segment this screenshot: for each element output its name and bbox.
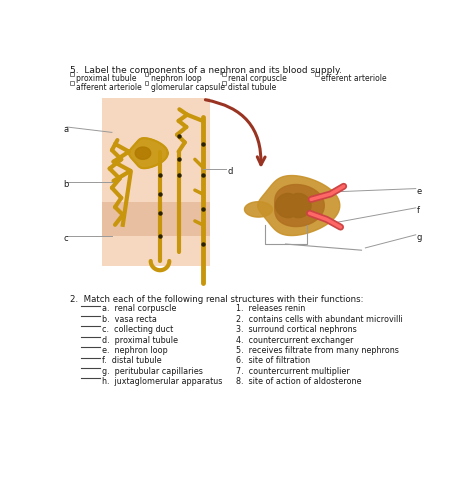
Text: g.  peritubular capillaries: g. peritubular capillaries xyxy=(102,366,203,375)
Polygon shape xyxy=(135,148,151,160)
Text: 2.  Match each of the following renal structures with their functions:: 2. Match each of the following renal str… xyxy=(70,295,364,304)
Text: proximal tubule: proximal tubule xyxy=(76,74,137,83)
Text: f: f xyxy=(417,205,419,214)
Text: 3.  surround cortical nephrons: 3. surround cortical nephrons xyxy=(236,325,357,334)
Text: e: e xyxy=(417,186,422,195)
Text: c: c xyxy=(63,234,68,243)
Text: 4.  countercurrent exchanger: 4. countercurrent exchanger xyxy=(236,335,354,344)
Text: nephron loop: nephron loop xyxy=(151,74,201,83)
Text: h.  juxtaglomerular apparatus: h. juxtaglomerular apparatus xyxy=(102,376,222,385)
Bar xyxy=(145,82,148,86)
Polygon shape xyxy=(245,202,273,217)
Bar xyxy=(145,73,148,77)
Bar xyxy=(222,73,226,77)
Text: distal tubule: distal tubule xyxy=(228,82,276,91)
FancyArrowPatch shape xyxy=(205,101,265,165)
Text: 5.  Label the components of a nephron and its blood supply.: 5. Label the components of a nephron and… xyxy=(70,66,342,75)
Bar xyxy=(222,82,226,86)
Text: 7.  countercurrent multiplier: 7. countercurrent multiplier xyxy=(236,366,350,375)
Text: g: g xyxy=(417,232,422,241)
Text: 1.  releases renin: 1. releases renin xyxy=(236,304,305,313)
Text: glomerular capsule: glomerular capsule xyxy=(151,82,225,91)
Bar xyxy=(70,73,74,77)
Text: b: b xyxy=(63,180,69,189)
Text: d.  proximal tubule: d. proximal tubule xyxy=(102,335,178,344)
Text: e.  nephron loop: e. nephron loop xyxy=(102,345,168,354)
Text: renal corpuscle: renal corpuscle xyxy=(228,74,287,83)
Bar xyxy=(102,202,210,237)
Polygon shape xyxy=(258,176,340,236)
Text: 8.  site of action of aldosterone: 8. site of action of aldosterone xyxy=(236,376,362,385)
Text: efferent arteriole: efferent arteriole xyxy=(321,74,387,83)
Text: afferent arteriole: afferent arteriole xyxy=(76,82,142,91)
Polygon shape xyxy=(129,139,168,169)
Text: 2.  contains cells with abundant microvilli: 2. contains cells with abundant microvil… xyxy=(236,314,403,323)
Polygon shape xyxy=(275,194,311,218)
Text: 6.  site of filtration: 6. site of filtration xyxy=(236,356,310,365)
Bar xyxy=(102,99,210,266)
Text: a: a xyxy=(63,125,68,134)
Text: f.  distal tubule: f. distal tubule xyxy=(102,356,162,365)
Text: 5.  receives filtrate from many nephrons: 5. receives filtrate from many nephrons xyxy=(236,345,399,354)
Text: a.  renal corpuscle: a. renal corpuscle xyxy=(102,304,176,313)
Bar xyxy=(315,73,319,77)
Polygon shape xyxy=(275,185,324,227)
Text: d: d xyxy=(228,167,233,176)
Bar xyxy=(70,82,74,86)
Text: c.  collecting duct: c. collecting duct xyxy=(102,325,173,334)
Text: b.  vasa recta: b. vasa recta xyxy=(102,314,157,323)
